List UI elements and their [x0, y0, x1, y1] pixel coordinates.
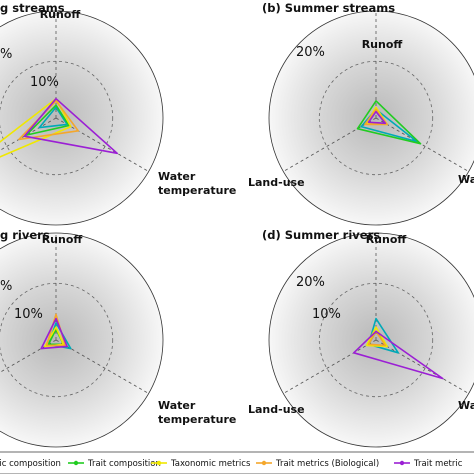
series-polygon-3 — [0, 97, 72, 158]
axis-label: Runoff — [40, 8, 81, 21]
ring-label: 10% — [30, 75, 59, 90]
axis-label: Water — [158, 399, 196, 412]
radar-panel-4: 20% 10% Runoff Wa Land-use — [248, 232, 474, 448]
radar-panel-2: 20% Runoff Wa Land-use — [248, 10, 474, 226]
legend-box — [0, 451, 474, 474]
axis-label: Wa — [458, 173, 474, 186]
axis-label: Water — [158, 170, 196, 183]
panel-title: g streams — [0, 1, 65, 15]
radar-background — [0, 232, 164, 448]
ring-label: 10% — [14, 307, 43, 322]
series-polygon-4 — [367, 330, 387, 347]
panel-title: (d) Summer rivers — [262, 228, 380, 242]
legend-label: Taxonomic metrics — [170, 459, 251, 469]
ring-label: 10% — [312, 307, 341, 322]
axis-label: temperature — [158, 184, 236, 197]
legend-item: Trait metric — [394, 459, 463, 469]
legend: nic composition Trait composition Taxonomi… — [0, 451, 474, 474]
axis-label: Land-use — [248, 176, 305, 189]
axis-label: Runoff — [366, 233, 407, 246]
legend-marker — [73, 460, 79, 466]
series-polygon-5 — [352, 330, 444, 380]
legend-item: nic composition — [0, 459, 61, 469]
axis-label: Runoff — [42, 233, 83, 246]
legend-item: Trait composition — [68, 459, 161, 469]
legend-marker — [261, 460, 267, 466]
series-polygon-5 — [23, 97, 118, 155]
series-polygon-5 — [367, 110, 387, 125]
series-polygon-1 — [38, 106, 68, 129]
axis-label: Runoff — [362, 38, 403, 51]
axis-label: Wa — [458, 399, 474, 412]
series-polygon-2 — [25, 104, 70, 136]
panel-title: g rivers — [0, 228, 50, 242]
legend-label: Trait metrics (Biological) — [275, 459, 379, 469]
legend-item: Taxonomic metrics — [151, 459, 251, 469]
series-polygon-5 — [40, 317, 68, 350]
ring-label: % — [0, 279, 12, 294]
legend-label: Trait composition — [87, 459, 161, 469]
series-polygon-2 — [356, 100, 422, 145]
ring-label: 20% — [296, 45, 325, 60]
legend-label: nic composition — [0, 459, 61, 469]
series-polygon-1 — [367, 317, 400, 354]
series-polygon-4 — [364, 108, 388, 126]
axis-label: Land-use — [248, 403, 305, 416]
series-polygon-1 — [360, 108, 418, 143]
legend-item: Trait metrics (Biological) — [256, 459, 379, 469]
axis-label: temperature — [158, 413, 236, 426]
legend-marker — [399, 460, 405, 466]
legend-marker — [156, 460, 162, 466]
ring-label: % — [0, 47, 12, 62]
legend-label: Trait metric — [413, 459, 463, 469]
panel-title: (b) Summer streams — [262, 1, 395, 15]
ring-label: 20% — [296, 275, 325, 290]
radar-background — [0, 10, 164, 226]
